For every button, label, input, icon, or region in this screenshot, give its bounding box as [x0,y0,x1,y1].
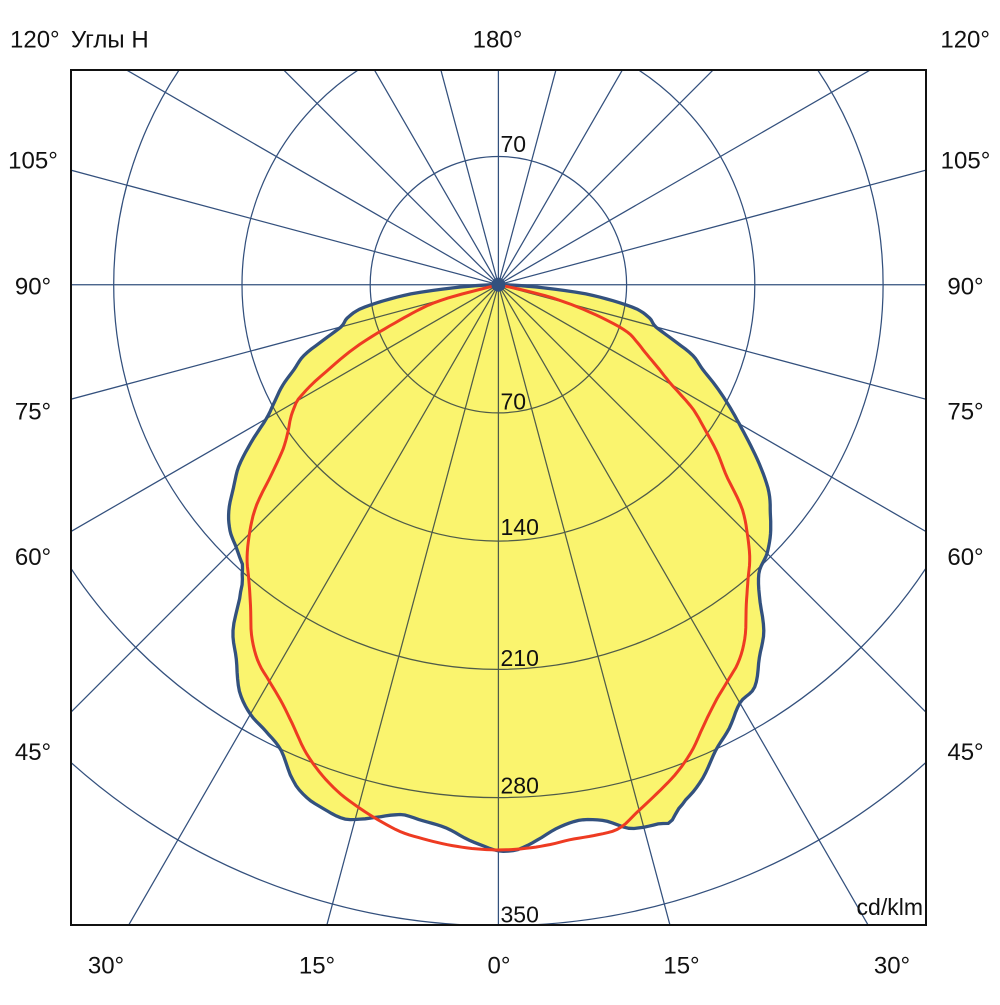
svg-text:90°: 90° [947,274,983,301]
svg-text:0°: 0° [488,953,511,980]
svg-text:70: 70 [501,389,527,415]
svg-text:60°: 60° [15,544,51,571]
svg-text:45°: 45° [947,739,983,766]
svg-text:30°: 30° [874,953,910,980]
svg-text:45°: 45° [15,739,51,766]
svg-text:30°: 30° [88,953,124,980]
svg-text:120°: 120° [10,27,60,54]
svg-text:Углы H: Углы H [71,27,149,54]
svg-text:105°: 105° [8,148,58,175]
svg-text:140: 140 [501,514,539,540]
svg-text:cd/klm: cd/klm [857,894,923,920]
svg-text:60°: 60° [947,544,983,571]
svg-text:180°: 180° [473,27,523,54]
svg-text:210: 210 [501,645,539,671]
svg-text:120°: 120° [940,27,990,54]
svg-text:90°: 90° [15,274,51,301]
svg-text:350: 350 [501,902,539,928]
svg-text:105°: 105° [941,148,991,175]
svg-text:70: 70 [501,131,527,157]
svg-text:75°: 75° [947,399,983,426]
svg-text:280: 280 [501,773,539,799]
svg-text:15°: 15° [663,953,699,980]
svg-text:15°: 15° [299,953,335,980]
svg-text:75°: 75° [15,399,51,426]
